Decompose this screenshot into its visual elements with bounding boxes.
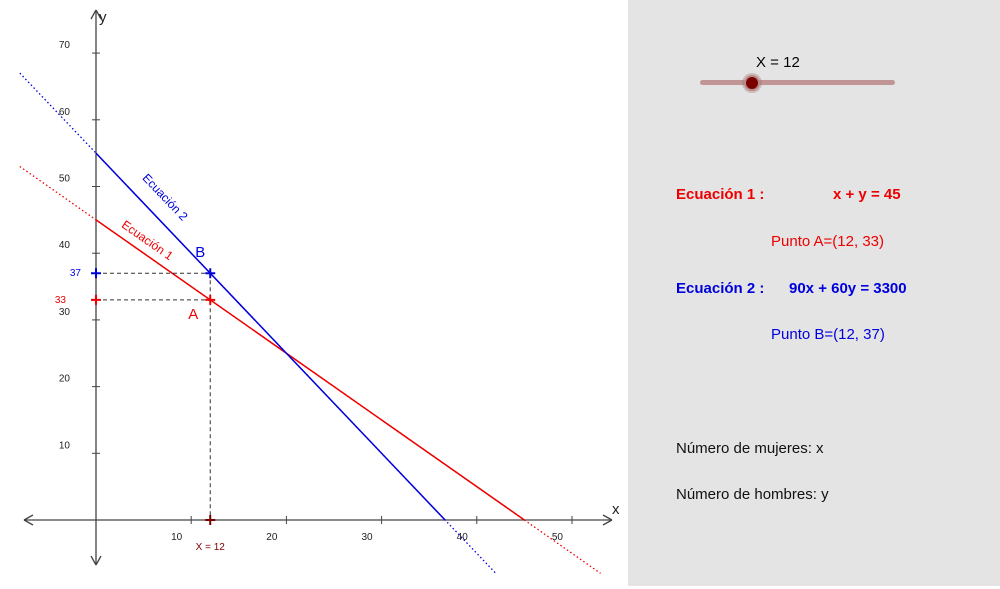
point-b-label: B <box>195 244 205 261</box>
point-a-label: A <box>188 306 198 323</box>
mujeres-text: Número de mujeres: x <box>676 440 824 457</box>
x-tick-label: 40 <box>457 532 469 543</box>
slider-track[interactable] <box>700 80 895 85</box>
y-tick-label: 30 <box>59 307 71 318</box>
x-tick-label: 10 <box>171 532 183 543</box>
algebra-panel <box>628 0 1000 586</box>
x-axis-label: x <box>612 501 620 518</box>
y-marker-b <box>91 268 101 279</box>
y-marker-b-label: 37 <box>70 268 82 279</box>
eq2-formula: 90x + 60y = 3300 <box>789 280 907 297</box>
point-a-text: Punto A=(12, 33) <box>771 233 884 250</box>
x-arrow-left <box>23 514 34 526</box>
x-tick-label: 20 <box>266 532 278 543</box>
eq2-label: Ecuación 2 : <box>676 280 765 297</box>
y-tick-label: 70 <box>59 40 71 51</box>
y-axis-label: y <box>99 9 107 26</box>
y-tick-label: 10 <box>59 440 71 451</box>
point-b-text: Punto B=(12, 37) <box>771 326 885 343</box>
y-marker-a <box>91 294 101 305</box>
y-marker-a-label: 33 <box>55 295 67 306</box>
y-tick-label: 60 <box>59 107 71 118</box>
y-tick-label: 50 <box>59 174 71 185</box>
x-marker-label: X = 12 <box>196 542 226 553</box>
points <box>91 268 216 525</box>
graphics-view: xy 102030405010203040506070 Ecuación 1Ec… <box>19 9 620 574</box>
x-arrow-right <box>602 514 613 526</box>
lines <box>19 72 601 574</box>
slider-label: X = 12 <box>756 54 800 71</box>
x-marker <box>205 515 216 525</box>
ticks: 10 20 30 40 50 10 20 30 40 50 60 70 <box>59 40 573 543</box>
y-arrow-down <box>90 555 102 566</box>
y-tick-label: 20 <box>59 374 71 385</box>
x-tick-label: 30 <box>361 532 373 543</box>
series-label-2: Ecuación 2 <box>140 171 191 224</box>
point-b <box>205 268 216 279</box>
point-a <box>205 294 216 305</box>
y-arrow-up <box>90 9 102 20</box>
series-line-2 <box>95 152 446 521</box>
hombres-text: Número de hombres: y <box>676 486 829 503</box>
y-tick-label: 40 <box>59 240 71 251</box>
eq1-formula: x + y = 45 <box>833 186 901 203</box>
axes: xy <box>23 9 620 566</box>
eq1-label: Ecuación 1 : <box>676 186 765 203</box>
series-line-1 <box>95 219 525 521</box>
guide-lines <box>96 272 211 520</box>
x-tick-label: 50 <box>552 532 564 543</box>
slider-knob[interactable] <box>744 75 760 91</box>
